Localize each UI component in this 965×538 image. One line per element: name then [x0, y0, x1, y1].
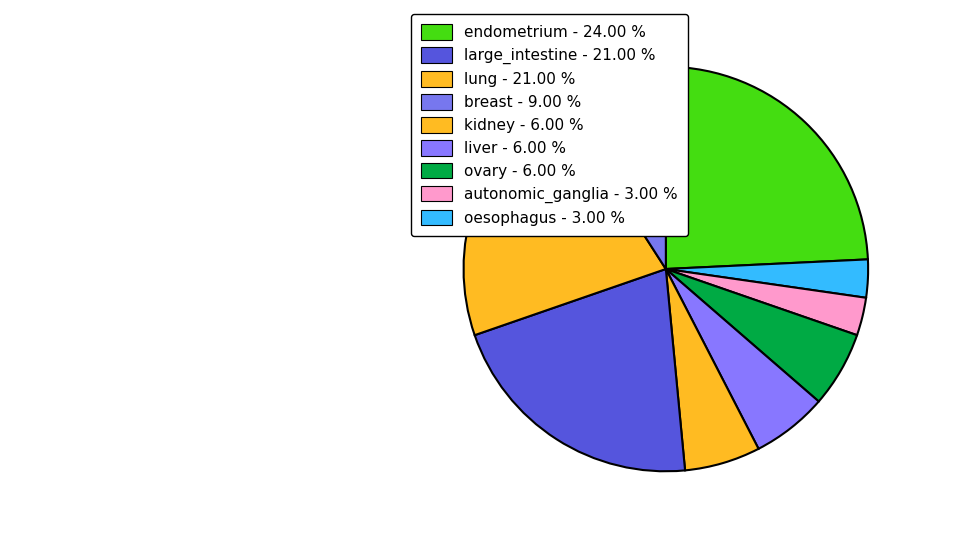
Wedge shape: [666, 67, 868, 269]
Wedge shape: [557, 67, 666, 269]
Wedge shape: [666, 259, 868, 298]
Wedge shape: [463, 99, 666, 335]
Wedge shape: [666, 269, 818, 449]
Wedge shape: [666, 269, 866, 335]
Legend: endometrium - 24.00 %, large_intestine - 21.00 %, lung - 21.00 %, breast - 9.00 : endometrium - 24.00 %, large_intestine -…: [410, 13, 688, 236]
Wedge shape: [475, 269, 685, 471]
Wedge shape: [666, 269, 758, 470]
Wedge shape: [666, 269, 857, 401]
